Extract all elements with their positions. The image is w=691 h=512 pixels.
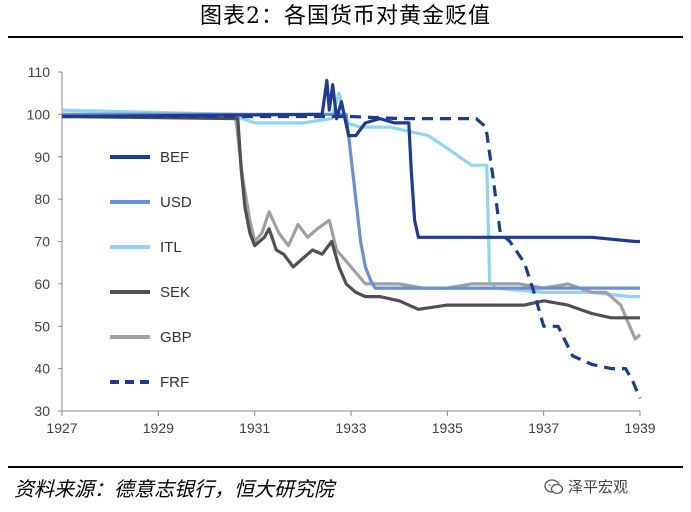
- x-tick-label: 1927: [46, 420, 77, 436]
- y-tick-label: 40: [34, 361, 50, 377]
- wechat-icon: [544, 479, 564, 495]
- legend-label-sek: SEK: [160, 284, 190, 301]
- series-line-gbp: [62, 112, 642, 341]
- axes: 30 40 50 60 70 80 90 100 110 1927 1929 1931 1933 1935…: [27, 64, 656, 436]
- series-line-frf: [62, 114, 642, 399]
- x-tick-label: 1931: [239, 420, 270, 436]
- x-tick-label: 1935: [432, 420, 463, 436]
- legend-label-gbp: GBP: [160, 329, 192, 346]
- y-tick-label: 70: [34, 234, 50, 250]
- chart-title: 图表2：各国货币对黄金贬值: [200, 4, 491, 29]
- legend-label-usd: USD: [160, 194, 192, 211]
- x-tick-label: 1937: [528, 420, 559, 436]
- y-tick-label: 110: [28, 64, 51, 80]
- series-line-sek: [61, 114, 640, 320]
- bottom-rule: [8, 466, 683, 468]
- y-tick-label: 100: [27, 106, 51, 122]
- source-note: 资料来源：德意志银行，恒大研究院: [14, 477, 334, 501]
- series-line-usd: [62, 112, 640, 290]
- x-tick-label: 1929: [143, 420, 174, 436]
- legend: BEF USD ITL SEK GBP FRF: [110, 149, 192, 391]
- legend-label-frf: FRF: [160, 374, 189, 391]
- x-tick-label: 1933: [335, 420, 366, 436]
- top-rule: [8, 36, 683, 38]
- y-tick-label: 60: [34, 276, 50, 292]
- legend-label-bef: BEF: [160, 149, 189, 166]
- series-line-bef: [61, 78, 640, 244]
- series-line-itl: [61, 91, 640, 299]
- series-layer: [61, 78, 642, 399]
- x-tick-label: 1939: [624, 420, 655, 436]
- legend-label-itl: ITL: [160, 239, 182, 256]
- y-tick-label: 80: [34, 191, 50, 207]
- y-tick-label: 90: [34, 149, 50, 165]
- watermark: 泽平宏观: [568, 478, 629, 496]
- y-tick-label: 50: [34, 318, 50, 334]
- y-tick-label: 30: [34, 403, 50, 419]
